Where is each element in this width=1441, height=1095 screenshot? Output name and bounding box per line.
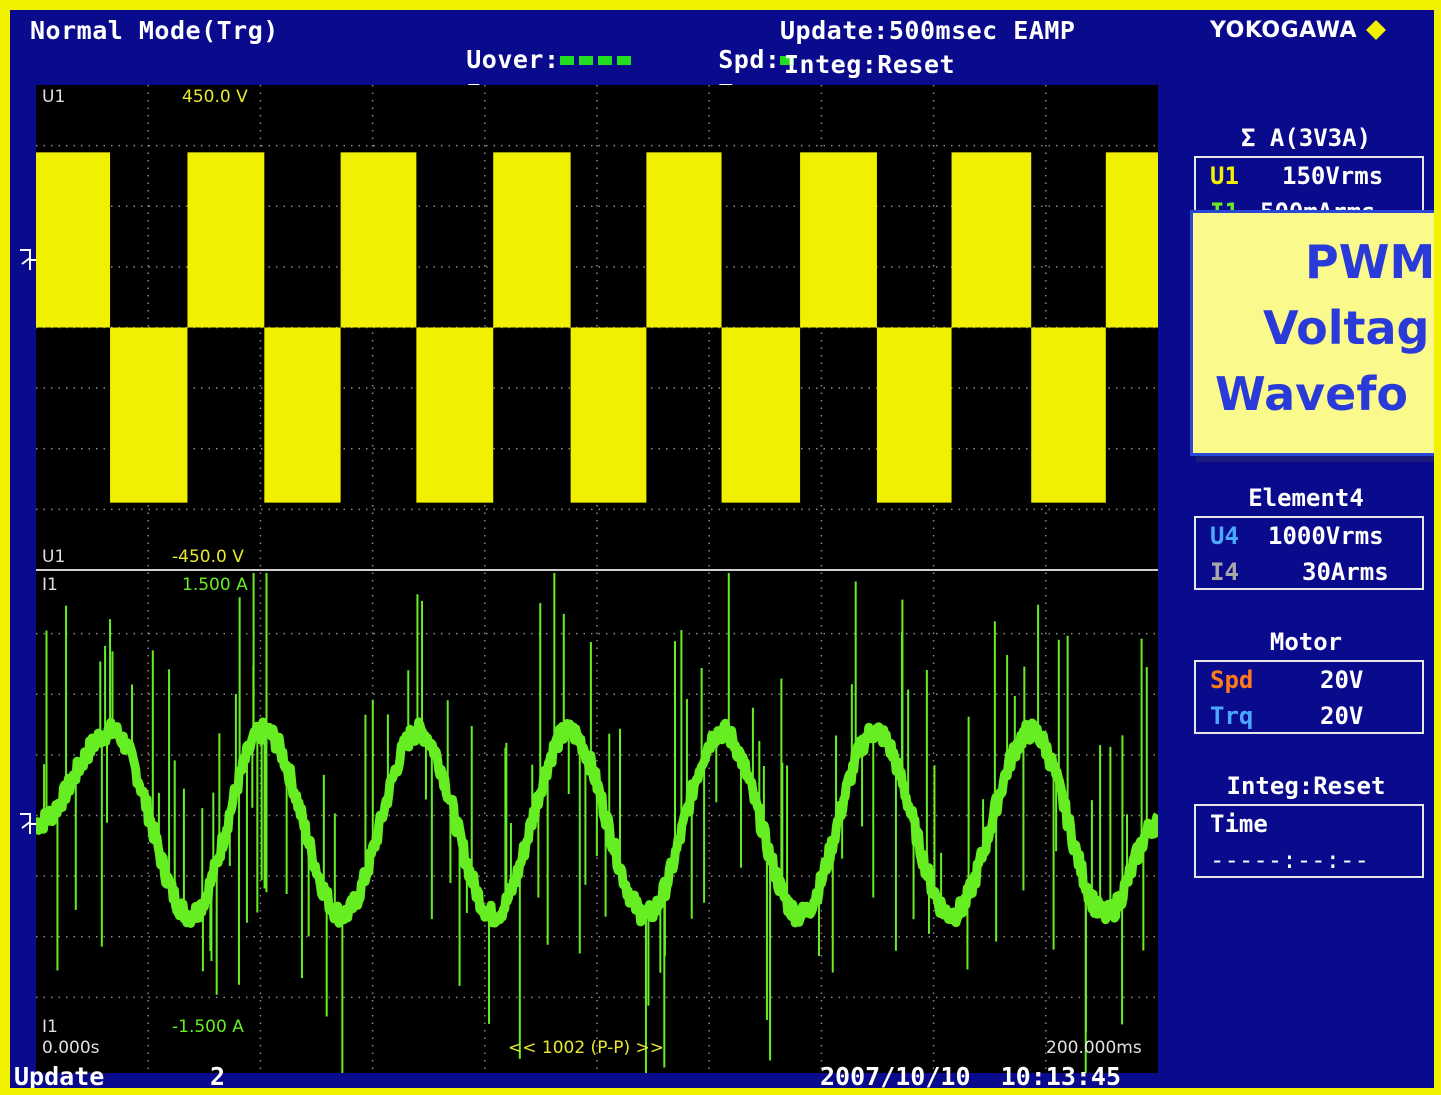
motor-trq-label: Trq <box>1210 702 1254 730</box>
waveform-display: U1 450.0 V U1 -450.0 V I1 1.500 A I1 -1.… <box>36 85 1158 1073</box>
timestamp: 2007/10/10 10:13:45 <box>820 1062 1122 1088</box>
u1-channel-label-bottom: U1 <box>42 547 66 567</box>
u1-bottom-scale: -450.0 V <box>172 547 244 567</box>
motor-trq-value: 20V <box>1320 702 1364 730</box>
element-u4-value: 1000Vrms <box>1268 522 1384 550</box>
u1-pwm-band <box>340 152 417 328</box>
u1-pwm-band <box>876 327 952 503</box>
u1-pwm-band <box>570 327 647 503</box>
spd-status: Spd: <box>656 16 799 103</box>
i1-bottom-scale: -1.500 A <box>172 1017 244 1037</box>
u1-pwm-band <box>800 152 877 328</box>
integ-time-box: Time -----:--:-- <box>1194 804 1424 878</box>
u1-pwm-band <box>110 327 188 503</box>
callout-line-2: Voltag <box>1263 301 1430 355</box>
u1-channel-label: U1 <box>42 87 66 107</box>
element-i4-value: 30Arms <box>1302 558 1389 586</box>
i1-top-scale: 1.500 A <box>182 575 248 595</box>
integ-group-title: Integ:Reset <box>1226 772 1386 800</box>
u1-pwm-band <box>1105 152 1158 328</box>
u1-pwm-band <box>187 152 265 328</box>
time-end-label: 200.000ms <box>1046 1038 1142 1058</box>
uover-indicator <box>559 55 574 65</box>
uover-status: Uover: <box>404 16 636 103</box>
uover-indicator <box>597 55 612 65</box>
callout-line-3: Wavefo <box>1215 367 1408 421</box>
u1-voltage-trace <box>36 152 1158 503</box>
uover-indicator <box>578 55 593 65</box>
u1-pwm-band <box>1031 327 1106 503</box>
integ-status: Integ:Reset <box>784 50 956 79</box>
integ-time-label: Time <box>1210 810 1268 838</box>
u1-pwm-band <box>493 152 571 328</box>
spd-label: Spd: <box>718 45 781 74</box>
brand-logo: YOKOGAWA <box>1210 18 1358 43</box>
sigma-group-title: Σ A(3V3A) <box>1240 124 1372 152</box>
motor-spd-value: 20V <box>1320 666 1364 694</box>
uover-indicator <box>616 55 631 65</box>
i1-channel-label-bottom: I1 <box>42 1017 58 1037</box>
sigma-u1-label: U1 <box>1210 162 1239 190</box>
waveform-canvas <box>36 85 1158 1073</box>
pwm-voltage-waveform-callout: PWM Voltag Wavefo <box>1190 210 1434 456</box>
i1-zero-marker-icon <box>20 813 36 834</box>
update-count: 2 <box>210 1062 226 1088</box>
element-range-box: U4 1000Vrms I4 30Arms <box>1194 516 1424 590</box>
record-length-label: << 1002 (P-P) >> <box>508 1038 664 1058</box>
u1-pwm-band <box>721 327 801 503</box>
callout-line-1: PWM <box>1305 235 1434 289</box>
u1-zero-marker-icon <box>20 249 36 270</box>
i1-current-trace <box>36 573 1158 1073</box>
u1-top-scale: 450.0 V <box>182 87 248 107</box>
u1-pwm-band <box>951 152 1032 328</box>
u1-pwm-band <box>416 327 494 503</box>
oscilloscope-screen: Normal Mode(Trg) Uover: Iover: Spd: Trq:… <box>10 10 1434 1088</box>
uover-label: Uover: <box>466 45 560 74</box>
u1-pwm-band <box>264 327 341 503</box>
mode-label: Normal Mode(Trg) <box>30 16 279 45</box>
update-rate: Update:500msec EAMP <box>780 16 1076 45</box>
diamond-icon <box>1366 20 1386 40</box>
update-label: Update <box>14 1062 105 1088</box>
motor-range-box: Spd 20V Trq 20V <box>1194 660 1424 734</box>
element-i4-label: I4 <box>1210 558 1239 586</box>
integ-time-value: -----:--:-- <box>1210 846 1369 874</box>
spd-indicator <box>780 55 795 65</box>
element-group-title: Element4 <box>1248 484 1364 512</box>
time-start-label: 0.000s <box>42 1038 100 1058</box>
sigma-u1-value: 150Vrms <box>1282 162 1384 190</box>
element-u4-label: U4 <box>1210 522 1239 550</box>
motor-spd-label: Spd <box>1210 666 1254 694</box>
motor-group-title: Motor <box>1269 628 1343 656</box>
u1-pwm-band <box>646 152 722 328</box>
u1-pwm-band <box>36 152 111 328</box>
i1-channel-label: I1 <box>42 575 58 595</box>
